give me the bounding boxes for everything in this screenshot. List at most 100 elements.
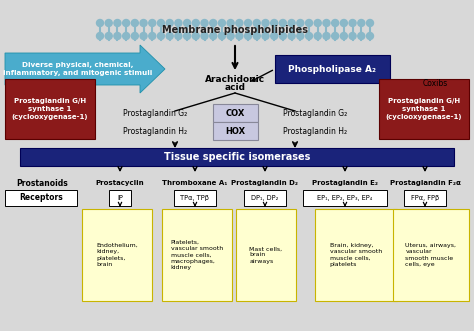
Circle shape [97, 20, 103, 26]
Bar [236, 209, 296, 301]
Text: Mast cells,
brain
airways: Mast cells, brain airways [249, 246, 283, 264]
Text: Prostaglandin E₂: Prostaglandin E₂ [312, 180, 378, 186]
Text: Prostanoids: Prostanoids [16, 178, 68, 187]
Circle shape [349, 32, 356, 39]
Circle shape [131, 32, 138, 39]
Text: Membrane phospholipides: Membrane phospholipides [162, 25, 308, 35]
Circle shape [332, 32, 338, 39]
Circle shape [166, 20, 173, 26]
Circle shape [192, 20, 199, 26]
Text: Phospholipase A₂: Phospholipase A₂ [288, 65, 376, 73]
Bar [303, 190, 387, 206]
Circle shape [201, 20, 208, 26]
Text: HOX: HOX [225, 126, 245, 135]
Text: Receptors: Receptors [19, 194, 63, 203]
Bar [5, 190, 77, 206]
Circle shape [175, 20, 182, 26]
Circle shape [183, 20, 191, 26]
Circle shape [210, 20, 217, 26]
Bar [393, 209, 469, 301]
Text: Prostaglandin G/H
synthase 1
(cyclooxygenase-1): Prostaglandin G/H synthase 1 (cyclooxyge… [386, 98, 462, 120]
Bar [109, 190, 131, 206]
Circle shape [271, 20, 278, 26]
Circle shape [271, 32, 278, 39]
Bar [244, 190, 286, 206]
Text: IP: IP [117, 195, 123, 201]
Circle shape [114, 32, 121, 39]
Bar [404, 190, 446, 206]
Circle shape [297, 32, 304, 39]
Text: Endothelium,
kidney,
platelets,
brain: Endothelium, kidney, platelets, brain [96, 243, 138, 267]
Text: Prostaglandin G/H
synthase 1
(cyclooxygenase-1): Prostaglandin G/H synthase 1 (cyclooxyge… [12, 98, 88, 120]
Text: Arachidonic: Arachidonic [205, 74, 265, 83]
Circle shape [236, 32, 243, 39]
Circle shape [149, 20, 156, 26]
Bar [174, 190, 216, 206]
Circle shape [306, 20, 312, 26]
Circle shape [253, 20, 260, 26]
Circle shape [175, 32, 182, 39]
Text: Brain, kidney,
vascular smooth
muscle cells,
platelets: Brain, kidney, vascular smooth muscle ce… [330, 243, 382, 267]
Circle shape [323, 32, 330, 39]
Circle shape [219, 32, 226, 39]
Circle shape [288, 20, 295, 26]
Bar [275, 55, 390, 83]
Circle shape [340, 32, 347, 39]
Circle shape [358, 32, 365, 39]
Circle shape [201, 32, 208, 39]
Circle shape [105, 20, 112, 26]
Circle shape [157, 20, 164, 26]
Circle shape [366, 20, 374, 26]
Text: DP₁, DP₂: DP₁, DP₂ [251, 195, 279, 201]
Circle shape [149, 32, 156, 39]
Circle shape [288, 32, 295, 39]
Text: Prostaglandin D₂: Prostaglandin D₂ [231, 180, 299, 186]
Text: Thromboxane A₁: Thromboxane A₁ [162, 180, 228, 186]
Circle shape [105, 32, 112, 39]
Circle shape [262, 32, 269, 39]
Text: TPα, TPβ: TPα, TPβ [181, 195, 210, 201]
Circle shape [227, 20, 234, 26]
Bar [315, 209, 397, 301]
Text: Prostaglandin G₂: Prostaglandin G₂ [123, 109, 187, 118]
Circle shape [314, 20, 321, 26]
Text: EP₁, EP₂, EP₃, EP₄: EP₁, EP₂, EP₃, EP₄ [318, 195, 373, 201]
Circle shape [131, 20, 138, 26]
Circle shape [279, 32, 286, 39]
Text: Prostaglandin H₂: Prostaglandin H₂ [123, 126, 187, 135]
Circle shape [245, 32, 252, 39]
Bar [20, 148, 454, 166]
Text: Prostaglandin F₂α: Prostaglandin F₂α [390, 180, 460, 186]
Bar [213, 122, 258, 140]
Text: Platelets,
vascular smooth
muscle cells,
macrophages,
kidney: Platelets, vascular smooth muscle cells,… [171, 240, 223, 270]
Text: Uterus, airways,
vascular
smooth muscle
cells, eye: Uterus, airways, vascular smooth muscle … [405, 243, 456, 267]
Bar [5, 79, 95, 139]
Circle shape [332, 20, 338, 26]
Circle shape [140, 20, 147, 26]
Circle shape [219, 20, 226, 26]
Circle shape [306, 32, 312, 39]
Circle shape [114, 20, 121, 26]
Circle shape [157, 32, 164, 39]
Circle shape [366, 32, 374, 39]
Text: Coxibs: Coxibs [422, 78, 447, 87]
Circle shape [236, 20, 243, 26]
Circle shape [358, 20, 365, 26]
Polygon shape [5, 45, 165, 93]
Text: Prostaglandin G₂: Prostaglandin G₂ [283, 109, 347, 118]
Text: Diverse physical, chemical,
inflammatory, and mitogenic stimuli: Diverse physical, chemical, inflammatory… [3, 62, 153, 76]
Text: Prostaglandin H₂: Prostaglandin H₂ [283, 126, 347, 135]
Bar [213, 104, 258, 122]
Circle shape [314, 32, 321, 39]
Text: FPα, FPβ: FPα, FPβ [411, 195, 439, 201]
Circle shape [166, 32, 173, 39]
Circle shape [140, 32, 147, 39]
Text: COX: COX [225, 109, 245, 118]
Circle shape [245, 20, 252, 26]
Bar [379, 79, 469, 139]
Text: Prostacyclin: Prostacyclin [96, 180, 144, 186]
Circle shape [253, 32, 260, 39]
Bar [162, 209, 232, 301]
Circle shape [297, 20, 304, 26]
Circle shape [123, 32, 129, 39]
